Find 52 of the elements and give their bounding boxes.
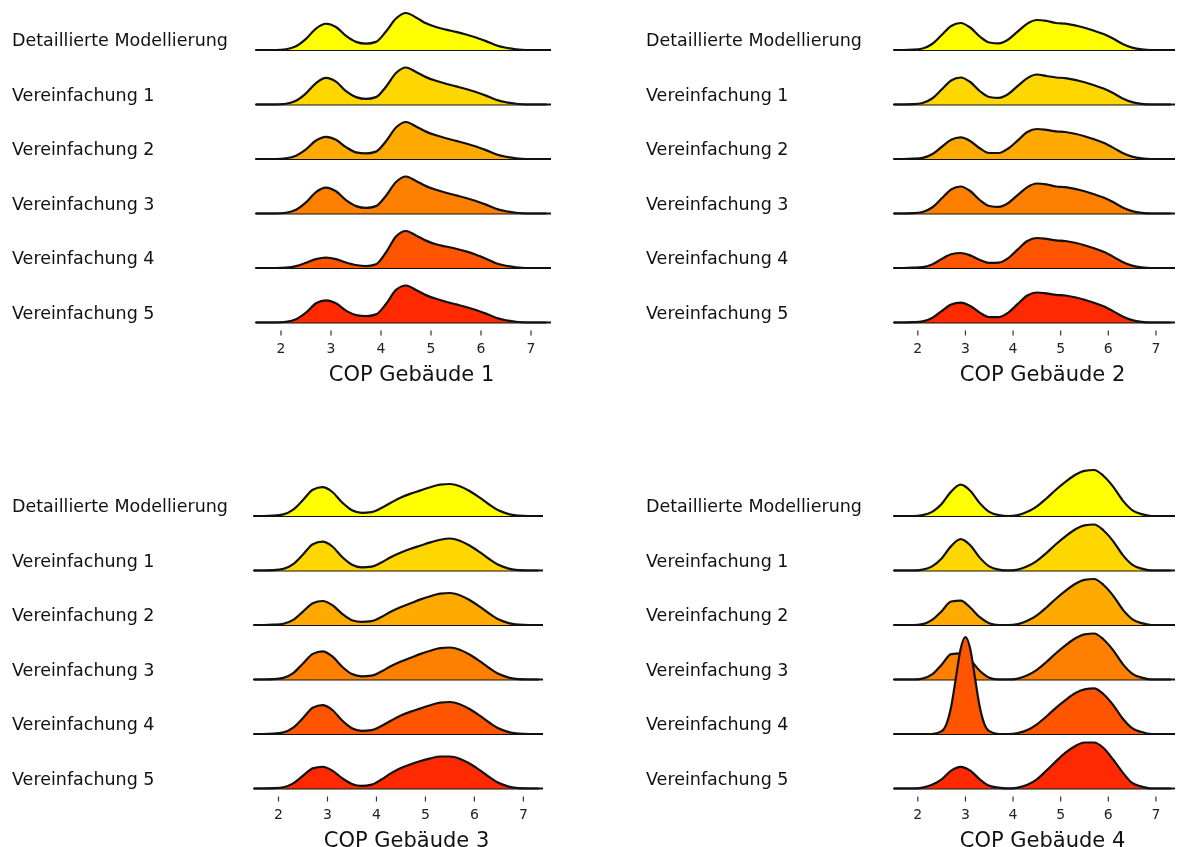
x-tick-label: 3 xyxy=(960,805,970,822)
text: Vereinfachung 1 xyxy=(12,550,155,571)
x-tick-label: 4 xyxy=(1008,805,1018,822)
x-tick-label: 3 xyxy=(960,339,970,356)
x-tick-label: 5 xyxy=(1056,339,1066,356)
text: Vereinfachung 2 xyxy=(646,139,789,159)
x-tick-label: 4 xyxy=(1008,339,1018,356)
series-label: Detaillierte Modellierung xyxy=(646,30,862,50)
x-tick-label: 6 xyxy=(476,339,486,356)
x-tick-label: 6 xyxy=(469,805,479,822)
x-axis-title: COP Gebäude 3 xyxy=(323,827,490,847)
text: Vereinfachung 4 xyxy=(646,714,789,734)
text: Vereinfachung 1 xyxy=(12,84,155,105)
x-tick-label: 2 xyxy=(913,339,923,356)
text: Vereinfachung 2 xyxy=(646,605,789,625)
text: Vereinfachung 5 xyxy=(646,768,789,789)
x-tick-label: 7 xyxy=(1151,805,1161,822)
text: Vereinfachung 3 xyxy=(646,659,789,680)
text: Vereinfachung 5 xyxy=(646,302,789,323)
series-label: Detaillierte Modellierung xyxy=(12,496,228,516)
x-tick-label: 6 xyxy=(1103,805,1113,822)
text: Vereinfachung 3 xyxy=(12,193,155,214)
text: Vereinfachung 4 xyxy=(646,248,789,268)
x-tick-label: 7 xyxy=(1151,339,1161,356)
x-tick-label: 2 xyxy=(274,805,283,822)
series-label: Detaillierte Modellierung xyxy=(12,30,228,50)
text: Vereinfachung 3 xyxy=(646,193,789,214)
x-axis-title: COP Gebäude 1 xyxy=(328,361,495,386)
x-tick-label: 5 xyxy=(426,339,436,356)
x-tick-label: 4 xyxy=(376,339,386,356)
series-label: Detaillierte Modellierung xyxy=(646,496,862,516)
x-axis-title: COP Gebäude 4 xyxy=(959,827,1126,847)
x-tick-label: 7 xyxy=(526,339,536,356)
text: Vereinfachung 1 xyxy=(646,84,789,105)
x-tick-label: 3 xyxy=(326,339,336,356)
x-tick-label: 6 xyxy=(1103,339,1113,356)
x-tick-label: 2 xyxy=(913,805,923,822)
x-tick-label: 4 xyxy=(372,805,381,822)
x-tick-label: 7 xyxy=(518,805,528,822)
text: Vereinfachung 2 xyxy=(12,139,155,159)
x-tick-label: 5 xyxy=(420,805,430,822)
text: Vereinfachung 2 xyxy=(12,605,155,625)
text: Vereinfachung 1 xyxy=(646,550,789,571)
x-tick-label: 5 xyxy=(1056,805,1066,822)
x-tick-label: 2 xyxy=(276,339,286,356)
x-tick-label: 3 xyxy=(323,805,332,822)
text: Vereinfachung 4 xyxy=(12,248,155,268)
x-axis-title: COP Gebäude 2 xyxy=(959,361,1126,386)
text: Vereinfachung 5 xyxy=(12,768,155,789)
text: Vereinfachung 5 xyxy=(12,302,155,323)
text: Vereinfachung 3 xyxy=(12,659,155,680)
text: Vereinfachung 4 xyxy=(12,714,155,734)
